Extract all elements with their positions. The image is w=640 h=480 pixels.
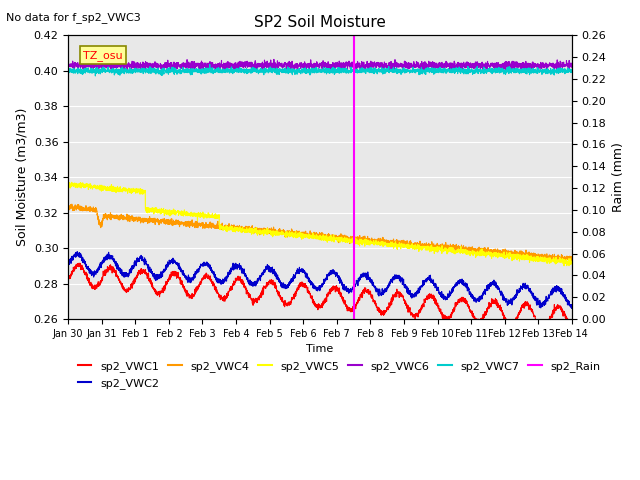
Y-axis label: Soil Moisture (m3/m3): Soil Moisture (m3/m3) xyxy=(15,108,28,246)
Legend: sp2_VWC1, sp2_VWC2, sp2_VWC4, sp2_VWC5, sp2_VWC6, sp2_VWC7, sp2_Rain: sp2_VWC1, sp2_VWC2, sp2_VWC4, sp2_VWC5, … xyxy=(74,357,605,393)
X-axis label: Time: Time xyxy=(307,344,333,354)
Text: TZ_osu: TZ_osu xyxy=(83,50,123,60)
Y-axis label: Raim (mm): Raim (mm) xyxy=(612,142,625,212)
Text: No data for f_sp2_VWC3: No data for f_sp2_VWC3 xyxy=(6,12,141,23)
Title: SP2 Soil Moisture: SP2 Soil Moisture xyxy=(254,15,386,30)
